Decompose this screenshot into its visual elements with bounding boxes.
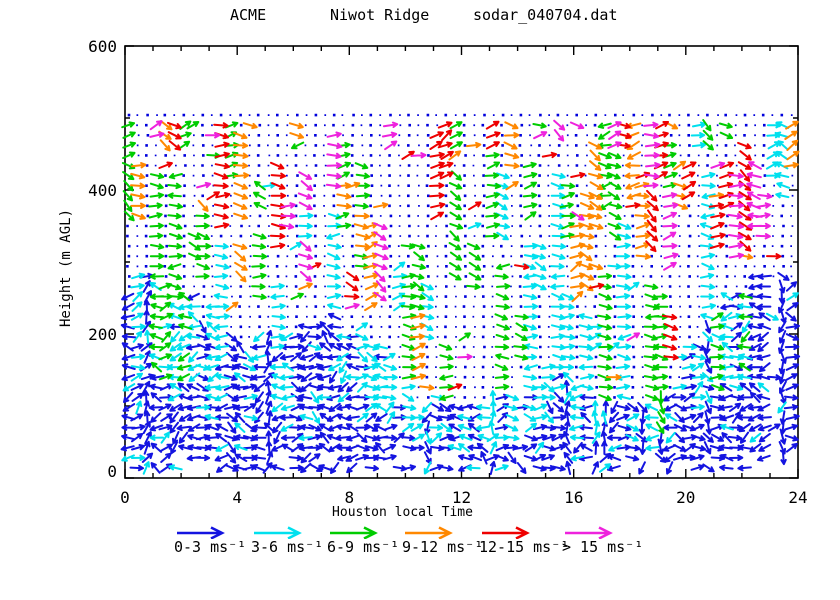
legend-arrow-icon <box>254 526 302 539</box>
x-tick-label: 20 <box>676 488 695 507</box>
y-tick-label: 0 <box>107 462 117 481</box>
legend-arrow-icon <box>330 526 378 539</box>
legend-arrow-icon <box>565 526 613 539</box>
y-tick-label: 200 <box>88 325 117 344</box>
x-tick-label: 12 <box>452 488 471 507</box>
x-tick-label: 24 <box>788 488 807 507</box>
x-axis-title: Houston local Time <box>332 505 473 520</box>
x-tick-label: 0 <box>120 488 130 507</box>
legend-item-0-3: 0-3 ms⁻¹ <box>174 524 246 556</box>
legend-unit: ms⁻¹ <box>447 538 484 556</box>
legend-item-12-15: 12-15 ms⁻¹ <box>479 524 569 556</box>
legend-unit: ms⁻¹ <box>607 538 644 556</box>
y-axis-title: Height (m AGL) <box>58 208 74 328</box>
wind-arrows-6-9 <box>121 119 753 434</box>
legend-unit: ms⁻¹ <box>287 538 324 556</box>
legend-item-9-12: 9-12 ms⁻¹ <box>402 524 483 556</box>
x-tick-label: 16 <box>564 488 583 507</box>
x-tick-label: 8 <box>344 488 354 507</box>
wind-arrows-0-3 <box>120 271 801 475</box>
legend-arrow-icon <box>482 526 530 539</box>
chart-title-project: ACME <box>230 6 267 24</box>
y-tick-label: 600 <box>88 37 117 56</box>
legend-range: > 15 <box>562 538 599 556</box>
legend-unit: ms⁻¹ <box>210 538 247 556</box>
legend-range: 12-15 <box>479 538 525 556</box>
legend-item-3-6: 3-6 ms⁻¹ <box>251 524 323 556</box>
legend-range: 0-3 <box>174 538 202 556</box>
legend-arrow-icon <box>177 526 225 539</box>
legend-range: 6-9 <box>327 538 355 556</box>
wind-arrows-12-15 <box>158 120 782 391</box>
legend-range: 3-6 <box>251 538 279 556</box>
legend-arrow-icon <box>405 526 453 539</box>
chart-title-site: Niwot Ridge <box>330 6 430 24</box>
missing-data-dots-small <box>136 114 794 399</box>
legend-item-6-9: 6-9 ms⁻¹ <box>327 524 399 556</box>
wind-arrows--15 <box>149 119 773 361</box>
x-tick-label: 4 <box>232 488 242 507</box>
legend-item-gt-15: > 15 ms⁻¹ <box>562 524 643 556</box>
chart-title-filename: sodar_040704.dat <box>473 6 618 24</box>
axis-ticks <box>124 45 799 479</box>
legend-range: 9-12 <box>402 538 439 556</box>
plot-border <box>124 45 799 479</box>
legend-unit: ms⁻¹ <box>363 538 400 556</box>
legend-unit: ms⁻¹ <box>533 538 570 556</box>
y-tick-label: 400 <box>88 181 117 200</box>
